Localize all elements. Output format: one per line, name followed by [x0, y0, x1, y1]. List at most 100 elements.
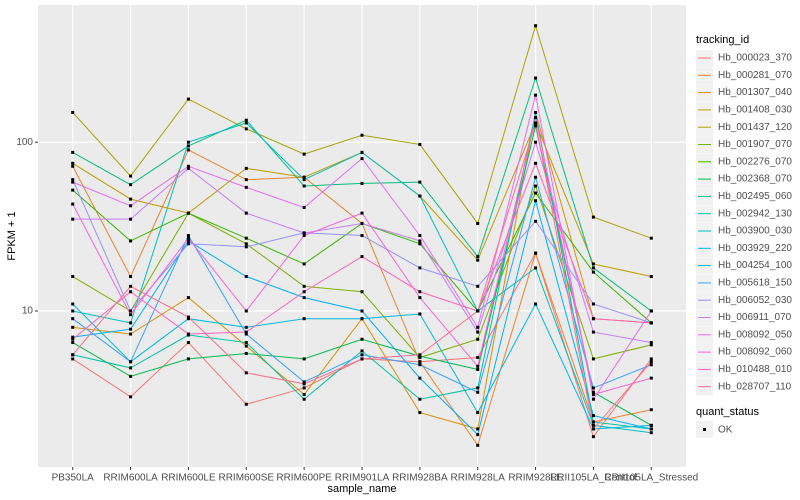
data-point	[591, 215, 595, 219]
data-point	[129, 290, 133, 294]
x-tick-label: RRII105LA_Control	[550, 473, 637, 484]
data-point	[186, 317, 190, 321]
data-point	[302, 231, 306, 235]
data-point	[418, 242, 422, 246]
data-point	[129, 309, 133, 313]
data-point	[418, 363, 422, 367]
legend-title: tracking_id	[696, 34, 749, 46]
data-point	[302, 296, 306, 300]
data-point	[476, 284, 480, 288]
legend-label: OK	[718, 425, 733, 436]
data-point	[591, 397, 595, 401]
data-point	[534, 124, 538, 128]
data-point	[649, 423, 653, 427]
data-point	[534, 110, 538, 114]
data-point	[244, 178, 248, 182]
data-point	[302, 380, 306, 384]
data-point	[649, 321, 653, 325]
data-point	[418, 312, 422, 316]
data-point	[129, 395, 133, 399]
data-point	[302, 175, 306, 179]
legend-label: Hb_005618_150	[718, 278, 792, 289]
data-point	[534, 184, 538, 188]
x-tick-label: RRII105LA_Stressed	[604, 473, 698, 484]
data-point	[186, 144, 190, 148]
data-point	[591, 270, 595, 274]
legend-label: Hb_001907_070	[718, 139, 792, 150]
x-tick-label: RRIM901LA	[335, 473, 390, 484]
x-axis-title: sample_name	[327, 483, 396, 495]
data-point	[129, 239, 133, 243]
data-point	[186, 140, 190, 144]
data-point	[534, 24, 538, 28]
data-point	[302, 206, 306, 210]
data-point	[418, 353, 422, 357]
legend-point	[703, 428, 706, 431]
data-point	[649, 309, 653, 313]
data-point	[244, 166, 248, 170]
data-point	[302, 184, 306, 188]
data-point	[534, 266, 538, 270]
legend-label: Hb_001408_030	[718, 105, 792, 116]
data-point	[476, 356, 480, 360]
data-point	[129, 183, 133, 187]
x-tick-label: RRIM600SE	[218, 473, 274, 484]
data-point	[302, 392, 306, 396]
legend-label: Hb_010488_010	[718, 364, 792, 375]
data-point	[71, 357, 75, 361]
data-point	[418, 142, 422, 146]
data-point	[534, 140, 538, 144]
data-point	[71, 302, 75, 306]
data-point	[71, 341, 75, 345]
data-point	[591, 427, 595, 431]
data-point	[534, 121, 538, 125]
data-point	[418, 239, 422, 243]
legend-label: Hb_008092_050	[718, 329, 792, 340]
point-legend-title: quant_status	[696, 406, 759, 418]
data-point	[418, 266, 422, 270]
data-point	[244, 211, 248, 215]
data-point	[360, 337, 364, 341]
data-point	[360, 309, 364, 313]
y-axis-title: FPKM + 1	[6, 211, 18, 260]
data-point	[244, 275, 248, 279]
data-point	[186, 357, 190, 361]
data-point	[244, 245, 248, 249]
data-point	[129, 217, 133, 221]
data-point	[360, 157, 364, 161]
data-point	[244, 332, 248, 336]
data-point	[591, 423, 595, 427]
legend-label: Hb_006911_070	[718, 312, 792, 323]
data-point	[302, 234, 306, 238]
data-point	[129, 332, 133, 336]
data-point	[591, 317, 595, 321]
data-point	[476, 325, 480, 329]
legend-label: Hb_004254_100	[718, 260, 792, 271]
data-point	[244, 236, 248, 240]
data-point	[360, 133, 364, 137]
data-point	[418, 296, 422, 300]
data-point	[186, 148, 190, 152]
data-point	[360, 181, 364, 185]
data-point	[186, 332, 190, 336]
data-point	[476, 309, 480, 313]
data-point	[476, 386, 480, 390]
data-point	[71, 335, 75, 339]
data-point	[591, 392, 595, 396]
data-point	[649, 363, 653, 367]
data-point	[360, 234, 364, 238]
legend-label: Hb_002276_070	[718, 156, 792, 167]
data-point	[591, 390, 595, 394]
data-point	[418, 290, 422, 294]
data-point	[534, 116, 538, 120]
x-tick-label: RRIM928LE	[508, 473, 563, 484]
data-point	[71, 317, 75, 321]
data-point	[71, 178, 75, 182]
data-point	[129, 374, 133, 378]
data-point	[649, 343, 653, 347]
data-point	[649, 357, 653, 361]
data-point	[534, 199, 538, 203]
data-point	[534, 219, 538, 223]
legend-label: Hb_002368_070	[718, 174, 792, 185]
